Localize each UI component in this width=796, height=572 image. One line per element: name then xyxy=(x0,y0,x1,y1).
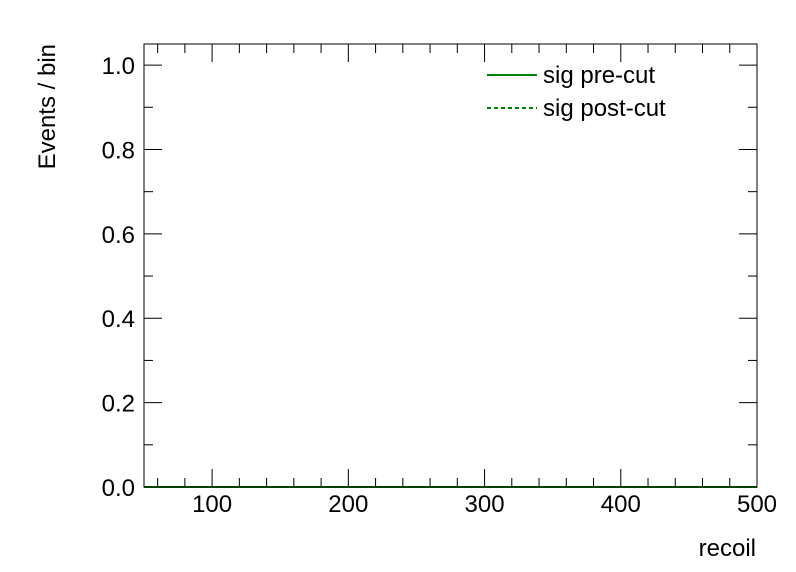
x-tick-label: 400 xyxy=(601,491,641,518)
x-tick-label: 500 xyxy=(737,491,777,518)
y-tick-label: 0.6 xyxy=(102,222,135,249)
y-tick-label: 0.0 xyxy=(102,475,135,502)
y-tick-label: 1.0 xyxy=(102,53,135,80)
tick-labels: 100 200 300 400 500 0.0 0.2 0.4 0.6 0.8 1.0 xyxy=(102,53,777,518)
legend: sig pre-cut sig post-cut xyxy=(487,62,666,122)
x-tick-label: 100 xyxy=(192,491,232,518)
legend-label-1: sig pre-cut xyxy=(543,62,655,89)
x-tick-label: 300 xyxy=(465,491,505,518)
legend-label-2: sig post-cut xyxy=(543,95,666,122)
x-axis-title: recoil xyxy=(699,535,756,562)
y-tick-label: 0.8 xyxy=(102,137,135,164)
y-axis-title: Events / bin xyxy=(34,44,61,169)
y-tick-label: 0.2 xyxy=(102,391,135,418)
y-tick-label: 0.4 xyxy=(102,306,135,333)
x-tick-label: 200 xyxy=(328,491,368,518)
plot-frame xyxy=(143,43,758,488)
